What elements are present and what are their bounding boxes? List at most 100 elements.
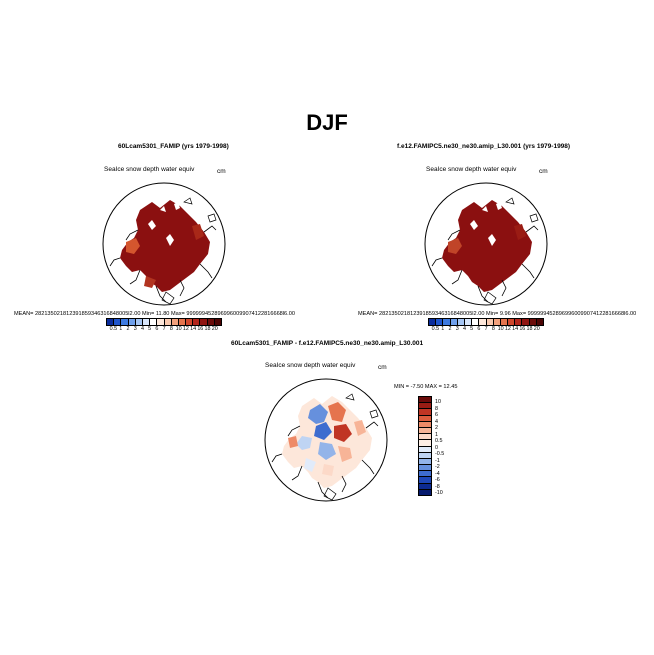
colorbar-swatch <box>529 319 537 325</box>
colorbar-tick-label: 18 <box>526 326 533 332</box>
diff-colorbar-tick-label: 4 <box>435 418 438 425</box>
colorbar-swatch <box>193 319 201 325</box>
colorbar-tick-label: 10 <box>497 326 504 332</box>
panel2-polar-map <box>424 182 548 306</box>
colorbar-swatch <box>150 319 158 325</box>
colorbar-tick-label: 10 <box>175 326 182 332</box>
diff-colorbar-swatch <box>419 440 431 447</box>
diff-variable-label: SeaIce snow depth water equiv <box>265 362 356 369</box>
diff-colorbar-tick-label: -2 <box>435 464 440 471</box>
colorbar-tick-label: 3 <box>133 326 137 332</box>
colorbar-tick-label: 4 <box>462 326 466 332</box>
colorbar-swatch <box>522 319 530 325</box>
panel1-polar-map <box>102 182 226 306</box>
diff-colorbar-swatch <box>419 403 431 410</box>
panel1-case-title: 60Lcam5301_FAMIP (yrs 1979-1998) <box>118 143 229 150</box>
panel2-units: cm <box>539 168 548 175</box>
diff-colorbar-tick-label: 0.5 <box>435 438 443 445</box>
colorbar-swatch <box>128 319 136 325</box>
colorbar-tick-label: 14 <box>512 326 519 332</box>
colorbar-tick-label: 7 <box>162 326 166 332</box>
panel1-colorbar: 0.5 1 2 3 4 5 6 7 8 10 12 14 16 18 20 <box>106 318 222 332</box>
colorbar-tick-label: 12 <box>182 326 189 332</box>
diff-colorbar-swatch <box>419 434 431 441</box>
colorbar-tick-label: 6 <box>155 326 159 332</box>
diff-colorbar-swatch <box>419 465 431 472</box>
colorbar-swatch <box>508 319 516 325</box>
colorbar-swatch <box>207 319 215 325</box>
diff-colorbar-tick-label: -6 <box>435 477 440 484</box>
diff-colorbar-tick-label: 8 <box>435 405 438 412</box>
colorbar-swatch <box>515 319 523 325</box>
panel1-variable-label: SeaIce snow depth water equiv <box>104 166 195 173</box>
diff-colorbar-tick-label: -4 <box>435 470 440 477</box>
colorbar-tick-label: 1 <box>119 326 123 332</box>
colorbar-tick-label: 8 <box>491 326 495 332</box>
colorbar-swatch <box>429 319 437 325</box>
colorbar-swatch <box>157 319 165 325</box>
colorbar-swatch <box>186 319 194 325</box>
colorbar-tick-label: 7 <box>484 326 488 332</box>
colorbar-tick-label: 14 <box>190 326 197 332</box>
colorbar-tick-label: 12 <box>504 326 511 332</box>
panel2-colorbar: 0.5 1 2 3 4 5 6 7 8 10 12 14 16 18 20 <box>428 318 544 332</box>
colorbar-tick-label: 5 <box>148 326 152 332</box>
diff-colorbar-tick-label: -8 <box>435 483 440 490</box>
diff-colorbar-tick-label: 10 <box>435 399 441 405</box>
colorbar-swatch <box>114 319 122 325</box>
panel2-stats: MEAN= 282135021812391859346316848005l2.0… <box>358 311 637 317</box>
diff-colorbar-tick-label: -10 <box>435 490 443 497</box>
colorbar-swatch <box>121 319 129 325</box>
colorbar-tick-label: 0.5 <box>109 326 118 332</box>
diff-colorbar-tick-label: -1 <box>435 457 440 464</box>
colorbar-swatch <box>200 319 208 325</box>
diff-colorbar-swatch <box>419 489 431 495</box>
colorbar-tick-label: 2 <box>448 326 452 332</box>
diff-colorbar-swatch <box>419 397 431 404</box>
diff-colorbar-tick-label: 6 <box>435 412 438 419</box>
diff-colorbar-swatch <box>419 415 431 422</box>
diff-colorbar-tick-label: 1 <box>435 431 438 438</box>
colorbar-swatch <box>472 319 480 325</box>
colorbar-swatch <box>107 319 115 325</box>
diff-colorbar-swatch <box>419 452 431 459</box>
colorbar-tick-label: 1 <box>441 326 445 332</box>
colorbar-tick-label: 20 <box>533 326 540 332</box>
colorbar-swatch <box>214 319 221 325</box>
colorbar-tick-label: 0.5 <box>431 326 440 332</box>
colorbar-swatch <box>164 319 172 325</box>
colorbar-swatch <box>464 319 473 325</box>
colorbar-tick-label: 6 <box>477 326 481 332</box>
colorbar-tick-label: 16 <box>519 326 526 332</box>
colorbar-tick-label: 5 <box>470 326 474 332</box>
diff-colorbar-swatch <box>419 421 431 428</box>
diff-polar-map <box>264 378 388 502</box>
diff-case-title: 60Lcam5301_FAMIP - f.e12.FAMIPC5.ne30_ne… <box>231 340 424 347</box>
diff-colorbar-swatch <box>419 477 431 484</box>
diff-stats: MIN = -7.50 MAX = 12.45 <box>394 384 458 390</box>
colorbar-swatch <box>171 319 179 325</box>
colorbar-tick-label: 8 <box>169 326 173 332</box>
colorbar-tick-label: 16 <box>197 326 204 332</box>
diff-units: cm <box>378 364 387 371</box>
diff-colorbar-swatch <box>419 446 431 453</box>
colorbar-swatch <box>486 319 494 325</box>
colorbar-swatch <box>443 319 451 325</box>
colorbar-swatch <box>450 319 458 325</box>
diff-colorbar-swatch <box>419 458 431 466</box>
colorbar-tick-label: 20 <box>211 326 218 332</box>
colorbar-swatch <box>457 319 465 325</box>
figure-title: DJF <box>306 110 348 135</box>
panel2-case-title: f.e12.FAMIPC5.ne30_ne30.amip_L30.001 (yr… <box>397 143 571 150</box>
colorbar-swatch <box>500 319 509 325</box>
colorbar-swatch <box>493 319 501 325</box>
colorbar-swatch <box>436 319 444 325</box>
colorbar-tick-label: 3 <box>455 326 459 332</box>
colorbar-tick-label: 4 <box>140 326 144 332</box>
panel1-stats: MEAN= 282135021812391859346316848005l2.0… <box>14 311 295 317</box>
diff-colorbar-swatch <box>419 483 431 490</box>
colorbar-tick-label: 18 <box>204 326 211 332</box>
panel1-units: cm <box>217 168 226 175</box>
colorbar-swatch <box>536 319 543 325</box>
diff-colorbar: 10 8 6 4 2 1 0.5 0 -0.5 -1 -2 -4 -6 -8 -10 <box>418 396 444 497</box>
